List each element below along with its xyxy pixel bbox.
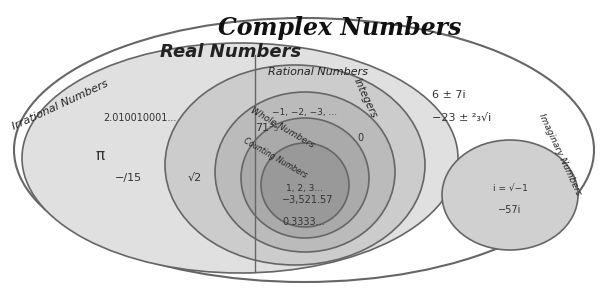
Ellipse shape (14, 18, 594, 282)
Text: Complex Numbers: Complex Numbers (218, 16, 461, 40)
Text: −23 ± ²₃√i: −23 ± ²₃√i (432, 113, 491, 123)
Text: Irrational Numbers: Irrational Numbers (10, 78, 109, 132)
Text: √2: √2 (188, 173, 202, 183)
Text: Real Numbers: Real Numbers (160, 43, 301, 61)
Text: −1, −2, −3, ...: −1, −2, −3, ... (272, 107, 337, 117)
Ellipse shape (442, 140, 578, 250)
Ellipse shape (241, 118, 369, 238)
Text: −57i: −57i (499, 205, 522, 215)
Text: 0.3333...: 0.3333... (282, 217, 325, 227)
Text: 0: 0 (357, 133, 363, 143)
Text: i = √−1: i = √−1 (492, 183, 527, 192)
Ellipse shape (261, 143, 349, 227)
Text: Integers: Integers (351, 77, 379, 119)
Text: Whole Numbers: Whole Numbers (249, 106, 316, 150)
Text: −∕15: −∕15 (114, 173, 142, 183)
Text: Imaginary Numbers: Imaginary Numbers (537, 113, 583, 197)
Text: 6 ± 7i: 6 ± 7i (432, 90, 466, 100)
Ellipse shape (215, 92, 395, 252)
Text: π: π (95, 147, 105, 163)
Ellipse shape (22, 43, 458, 273)
Text: −3,521.57: −3,521.57 (282, 195, 334, 205)
Text: 71³₅: 71³₅ (255, 123, 278, 133)
Text: 1, 2, 3...: 1, 2, 3... (286, 183, 323, 192)
Text: Rational Numbers: Rational Numbers (268, 67, 368, 77)
Ellipse shape (165, 65, 425, 265)
Text: Counting Numbers: Counting Numbers (242, 136, 308, 180)
Text: 2.010010001...: 2.010010001... (103, 113, 177, 123)
